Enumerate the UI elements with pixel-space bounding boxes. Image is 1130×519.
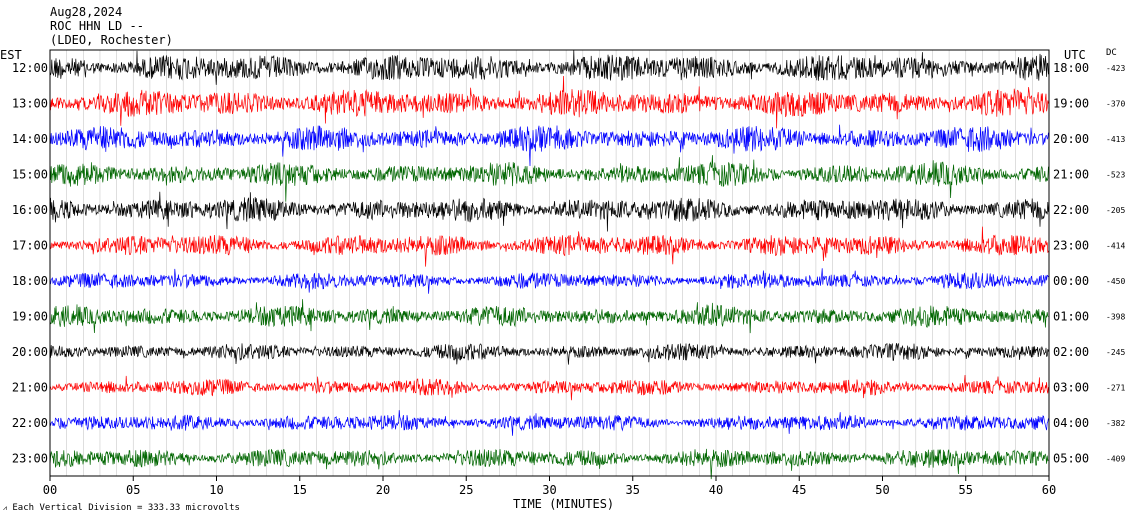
- est-tick-label: 23:00: [12, 451, 48, 465]
- x-tick-label: 05: [126, 483, 140, 497]
- utc-tick-label: 00:00: [1053, 274, 1089, 288]
- trace-1500: [49, 155, 1049, 202]
- date-label: Aug28,2024: [50, 5, 123, 19]
- x-tick-label: 10: [209, 483, 223, 497]
- dc-column-label: DC: [1106, 48, 1117, 58]
- trace-1600: [49, 191, 1049, 232]
- dc-offset-label: -414: [1106, 241, 1125, 250]
- utc-zone-label: UTC: [1064, 48, 1086, 62]
- x-tick-label: 60: [1042, 483, 1056, 497]
- dc-offset-label: -370: [1106, 99, 1125, 108]
- utc-tick-label: 04:00: [1053, 416, 1089, 430]
- dc-offset-label: -382: [1106, 419, 1125, 428]
- trace-1800: [49, 268, 1049, 294]
- utc-tick-label: 23:00: [1053, 238, 1089, 252]
- x-tick-label: 15: [293, 483, 307, 497]
- trace-1200: [49, 49, 1049, 85]
- trace-2300: [49, 448, 1049, 480]
- est-tick-label: 20:00: [12, 345, 48, 359]
- est-tick-label: 18:00: [12, 274, 48, 288]
- dc-offset-label: -450: [1106, 277, 1125, 286]
- x-axis-title: TIME (MINUTES): [513, 497, 615, 511]
- trace-2000: [49, 343, 1049, 365]
- trace-1700: [49, 226, 1049, 267]
- station-label: ROC HHN LD --: [50, 19, 144, 33]
- trace-1400: [49, 124, 1049, 167]
- trace-1900: [49, 299, 1049, 334]
- utc-tick-label: 03:00: [1053, 380, 1089, 394]
- seismic-traces: [49, 49, 1049, 480]
- utc-tick-label: 02:00: [1053, 345, 1089, 359]
- scale-note: ⩘ Each Vertical Division = 333.33 microv…: [3, 503, 240, 513]
- utc-tick-label: 05:00: [1053, 451, 1089, 465]
- utc-tick-label: 22:00: [1053, 203, 1089, 217]
- vertical-gridlines: [66, 50, 1033, 476]
- trace-2200: [49, 410, 1049, 436]
- est-tick-label: 17:00: [12, 238, 48, 252]
- dc-offset-label: -205: [1106, 206, 1125, 215]
- est-tick-label: 13:00: [12, 96, 48, 110]
- x-tick-label: 20: [376, 483, 390, 497]
- est-tick-label: 16:00: [12, 203, 48, 217]
- est-tick-label: 22:00: [12, 416, 48, 430]
- dc-offset-label: -423: [1106, 64, 1125, 73]
- est-tick-label: 21:00: [12, 380, 48, 394]
- est-tick-label: 15:00: [12, 167, 48, 181]
- dc-offset-label: -413: [1106, 135, 1125, 144]
- utc-tick-label: 18:00: [1053, 61, 1089, 75]
- est-tick-label: 14:00: [12, 132, 48, 146]
- x-tick-label: 00: [43, 483, 57, 497]
- x-tick-label: 45: [792, 483, 806, 497]
- dc-offset-label: -271: [1106, 383, 1125, 392]
- est-zone-label: EST: [0, 48, 22, 62]
- trace-2100: [49, 374, 1049, 401]
- dc-offset-label: -409: [1106, 454, 1125, 463]
- dc-offset-label: -398: [1106, 312, 1125, 321]
- est-tick-label: 19:00: [12, 309, 48, 323]
- dc-offset-label: -523: [1106, 170, 1125, 179]
- x-tick-label: 25: [459, 483, 473, 497]
- x-tick-label: 50: [875, 483, 889, 497]
- scale-note-text: Each Vertical Division = 333.33 microvol…: [12, 503, 240, 513]
- est-tick-label: 12:00: [12, 61, 48, 75]
- utc-tick-label: 21:00: [1053, 167, 1089, 181]
- utc-tick-label: 20:00: [1053, 132, 1089, 146]
- utc-tick-label: 19:00: [1053, 96, 1089, 110]
- network-label: (LDEO, Rochester): [50, 33, 173, 47]
- utc-tick-label: 01:00: [1053, 309, 1089, 323]
- trace-1300: [49, 75, 1049, 129]
- x-tick-label: 55: [959, 483, 973, 497]
- dc-offset-label: -245: [1106, 348, 1125, 357]
- x-tick-label: 30: [542, 483, 556, 497]
- x-tick-label: 40: [709, 483, 723, 497]
- x-tick-label: 35: [626, 483, 640, 497]
